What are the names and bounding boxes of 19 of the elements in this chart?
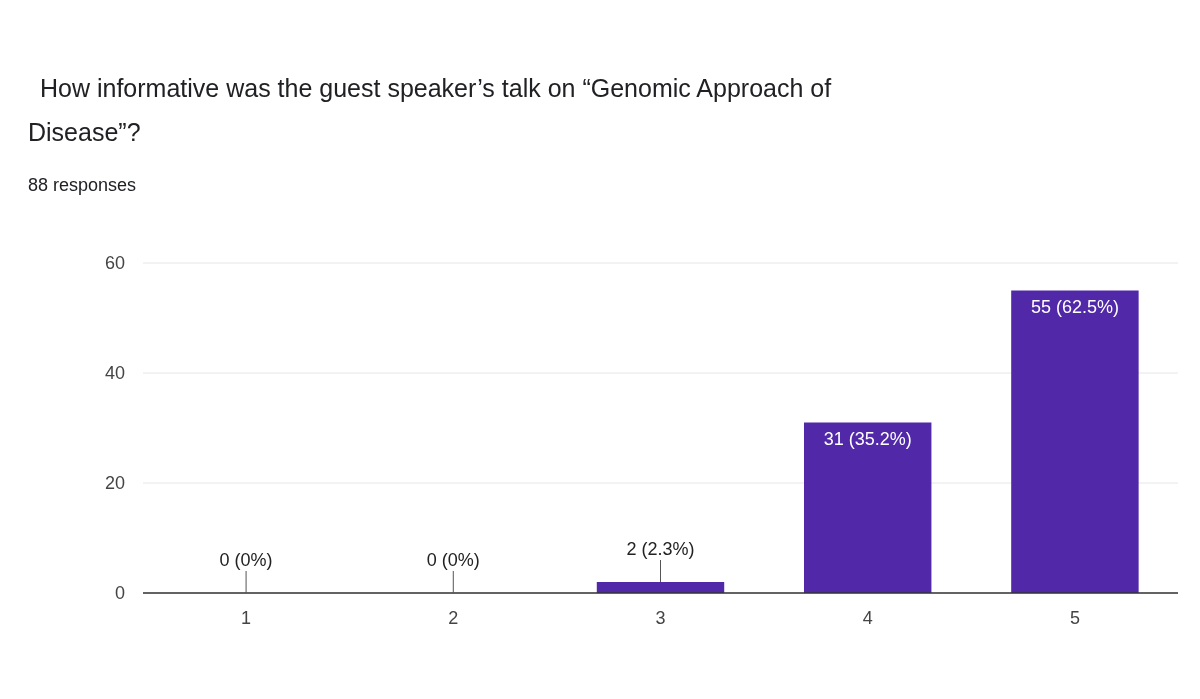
bar: [803, 422, 932, 593]
data-label: 2 (2.3%): [626, 539, 695, 559]
x-tick-label: 5: [1069, 608, 1080, 628]
chart-title: How informative was the guest speaker’s talk on “Genomic Approach of Disease”?: [28, 74, 832, 146]
y-tick-label: 20: [104, 473, 125, 493]
x-tick-label: 2: [448, 608, 459, 628]
data-label: 55 (62.5%): [1030, 296, 1119, 317]
y-tick-label: 40: [104, 363, 125, 383]
x-tick-label: 3: [655, 608, 666, 628]
data-label: 31 (35.2%): [823, 428, 912, 449]
y-tick-label: 60: [104, 253, 125, 273]
x-tick-label: 4: [862, 608, 873, 628]
data-label: 0 (0%): [426, 550, 480, 570]
bar: [1011, 290, 1139, 593]
y-tick-label: 0: [114, 583, 125, 603]
bar: [596, 582, 725, 593]
x-tick-label: 1: [241, 608, 252, 628]
data-label: 0 (0%): [219, 550, 273, 570]
chart-subtitle: 88 responses: [28, 175, 137, 195]
